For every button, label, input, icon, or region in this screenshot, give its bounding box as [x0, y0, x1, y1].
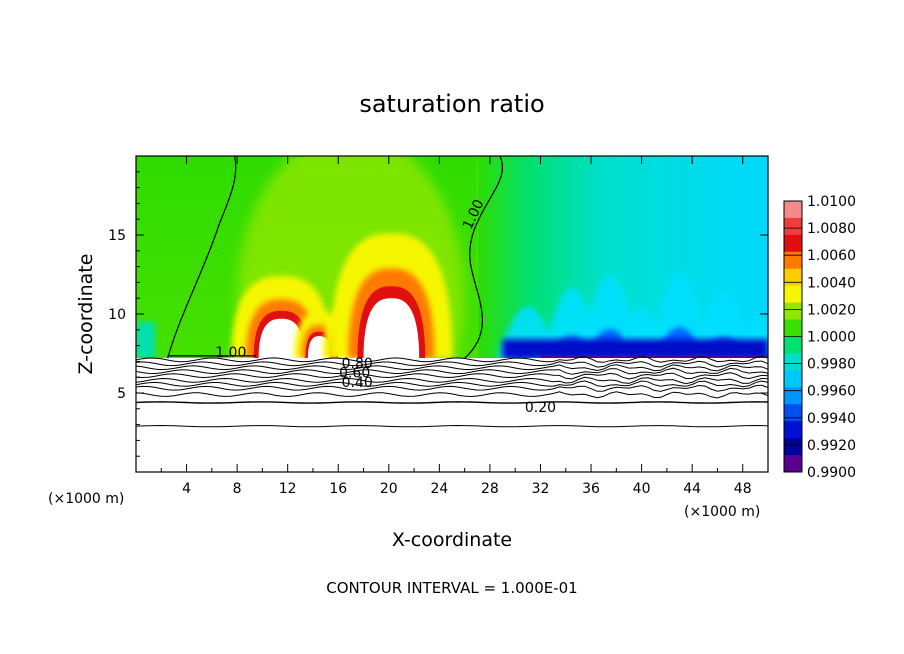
colorbar-label-5: 1.0000 — [807, 330, 856, 346]
colorbar-label-10: 0.9900 — [807, 465, 856, 481]
x-axis-label: X-coordinate — [392, 529, 512, 551]
colorbar-label-9: 0.9920 — [807, 438, 856, 454]
lower-background — [136, 358, 768, 472]
contour-label-2: 0.80 — [342, 356, 373, 372]
chart-title: saturation ratio — [359, 90, 544, 118]
colorbar-label-2: 1.0060 — [807, 248, 856, 264]
contour-lines — [135, 155, 769, 428]
colorbar-segment-13 — [784, 421, 802, 439]
colorbar-segment-12 — [784, 404, 802, 422]
contour-interval-footer: CONTOUR INTERVAL = 1.000E-01 — [326, 579, 577, 597]
colorbar-segment-6 — [784, 302, 802, 321]
x-tick-label-44: 44 — [683, 481, 701, 497]
contour-label-3: 0.60 — [339, 365, 370, 381]
contour-line-2 — [135, 364, 769, 372]
x-tick-label-12: 12 — [279, 481, 297, 497]
x-tick-label-40: 40 — [633, 481, 651, 497]
colorbar-segment-15 — [784, 455, 802, 473]
contour-line-5 — [135, 376, 769, 385]
contour-line-3 — [135, 367, 769, 375]
colorbar-label-0: 1.0100 — [807, 194, 856, 210]
x-tick-label-36: 36 — [582, 481, 600, 497]
contour-1.00-east — [464, 155, 504, 359]
x-tick-label-28: 28 — [481, 481, 499, 497]
colorbar-segment-9 — [784, 353, 802, 371]
contour-label-5: 0.20 — [525, 400, 556, 416]
purple-band — [540, 355, 768, 358]
x-tick-label-4: 4 — [182, 481, 191, 497]
contour-line-6 — [135, 380, 769, 388]
plume-cyan-4 — [647, 271, 712, 358]
colorbar-segment-11 — [784, 387, 802, 405]
colorbar-segment-10 — [784, 370, 802, 388]
colorbar-segment-4 — [784, 268, 802, 287]
core-3-band-3 — [363, 298, 420, 358]
lower-contour-region — [136, 358, 768, 472]
y-tick-label-15: 15 — [108, 228, 126, 244]
core-0-band-3 — [258, 318, 305, 358]
colorbar-segment-8 — [784, 336, 802, 354]
x-tick-label-20: 20 — [380, 481, 398, 497]
y-axis-label: Z-coordinate — [75, 254, 97, 375]
y-axis-ticks: 5 10 15 — [108, 171, 768, 457]
colorbar-label-8: 0.9940 — [807, 411, 856, 427]
field-west-edge — [136, 321, 155, 358]
colorbar-segment-3 — [784, 251, 802, 270]
colorbar-label-1: 1.0080 — [807, 221, 856, 237]
x-tick-label-16: 16 — [329, 481, 347, 497]
contour-line-7 — [135, 384, 769, 392]
contour-line-1 — [135, 360, 769, 368]
colorbar: 1.0100 1.0080 1.0060 1.0040 1.0020 1.0000 0.99… — [783, 194, 856, 481]
saturation-field — [136, 156, 768, 358]
deep-blue-band — [502, 339, 768, 358]
contour-label-0: 1.00 — [215, 345, 246, 361]
colorbar-label-6: 0.9980 — [807, 357, 856, 373]
colorbar-segment-0 — [784, 201, 802, 219]
x-unit-left: (×1000 m) — [48, 491, 124, 507]
colorbar-label-7: 0.9960 — [807, 384, 856, 400]
x-tick-label-32: 32 — [532, 481, 550, 497]
contour-line-10 — [135, 424, 769, 428]
x-axis-ticks: 4 8 12 16 20 24 28 32 36 40 44 48 — [160, 156, 752, 497]
contour-label-4: 0.40 — [342, 375, 373, 391]
colorbar-segment-5 — [784, 285, 802, 304]
y-tick-label-5: 5 — [117, 386, 126, 402]
contour-line-0 — [135, 355, 769, 363]
colorbar-label-3: 1.0040 — [807, 275, 856, 291]
y-tick-label-10: 10 — [108, 307, 126, 323]
contour-line-9 — [135, 401, 769, 404]
colorbar-segment-2 — [784, 234, 802, 253]
colorbar-label-4: 1.0020 — [807, 302, 856, 318]
colorbar-segment-1 — [784, 217, 802, 236]
x-tick-label-24: 24 — [430, 481, 448, 497]
x-unit-right: (×1000 m) — [684, 504, 760, 520]
contour-1.00-west — [167, 155, 237, 359]
x-tick-label-8: 8 — [233, 481, 242, 497]
colorbar-segment-14 — [784, 438, 802, 456]
x-tick-label-48: 48 — [734, 481, 752, 497]
colorbar-segment-7 — [784, 319, 802, 337]
contour-line-4 — [135, 372, 769, 380]
contour-line-8 — [135, 391, 769, 399]
